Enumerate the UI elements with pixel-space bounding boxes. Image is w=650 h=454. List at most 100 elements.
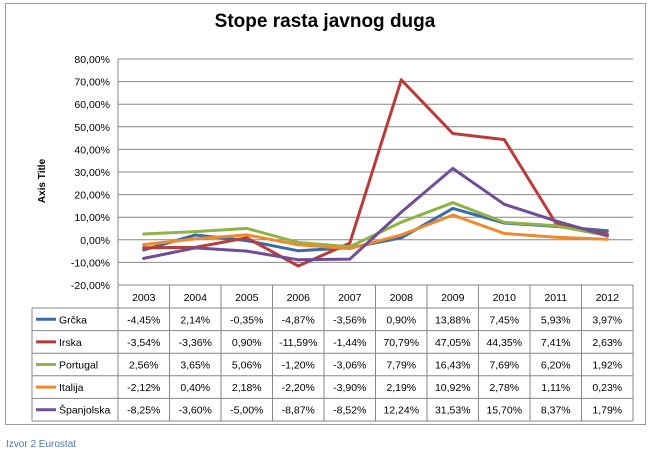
data-point [399,210,403,214]
y-tick-label: 50,00% [74,122,110,134]
data-label: -3,36% [179,337,212,349]
y-tick-label: 80,00% [74,54,110,66]
data-label: 7,79% [386,360,416,372]
data-point [296,258,300,262]
data-label: 0,90% [386,314,416,326]
data-point [296,243,300,247]
year-header: 2007 [338,292,362,304]
year-header: 2011 [544,292,567,304]
year-header: 2005 [235,292,259,304]
y-tick-label: 60,00% [74,99,110,111]
data-point [502,202,506,206]
y-tick-label: 0,00% [80,235,110,247]
data-point [605,229,609,233]
series-name: Irska [59,337,82,349]
data-label: -3,06% [333,360,366,372]
data-label: 0,23% [592,382,622,394]
data-label: 70,79% [383,337,419,349]
data-label: 12,24% [383,405,419,417]
data-label: -11,59% [279,337,317,349]
data-point [554,235,558,239]
data-label: 2,18% [232,382,262,394]
data-label: 0,90% [232,337,262,349]
data-label: 15,70% [486,405,522,417]
data-point [296,249,300,253]
year-header: 2010 [493,292,517,304]
data-label: -4,45% [127,314,160,326]
year-header: 2004 [184,292,208,304]
data-label: -0,35% [230,314,263,326]
data-point [554,224,558,228]
year-header: 2012 [596,292,620,304]
data-point [502,138,506,142]
series-name: Portugal [59,360,98,372]
data-point [142,243,146,247]
data-label: 5,06% [232,360,262,372]
data-label: 1,11% [541,382,570,394]
data-label: 7,45% [489,314,519,326]
data-label: 6,20% [541,360,571,372]
data-label: -5,00% [230,405,263,417]
data-point [142,232,146,236]
data-point [245,226,249,230]
data-table: 2003 2004 2005 2006 2007 2008 2009 2010 2011 2012… [31,284,634,422]
data-label: 8,37% [541,405,571,417]
data-label: -4,87% [282,314,315,326]
series-line-irska [142,78,609,268]
y-tick-label: -20,00% [71,280,110,292]
y-tick-label: 10,00% [74,212,110,224]
data-label: 7,69% [489,360,519,372]
year-header: 2009 [441,292,465,304]
data-label: 0,40% [180,382,210,394]
y-tick-label: 40,00% [74,144,110,156]
y-tick-label: 30,00% [74,167,110,179]
data-label: -3,56% [333,314,366,326]
data-label: -3,60% [179,405,212,417]
data-point [451,206,455,210]
data-label: 7,41% [541,337,571,349]
data-point [554,219,558,223]
data-point [451,201,455,205]
series-line-italija [142,213,609,251]
data-label: 16,43% [435,360,471,372]
data-point [348,257,352,261]
data-label: -8,25% [127,405,160,417]
data-label: -8,87% [282,405,315,417]
series-line-španjolska [142,167,609,262]
series-lines [142,78,609,268]
data-label: 1,79% [592,405,622,417]
data-point [193,230,197,234]
data-point [245,236,249,240]
y-tick-label: -10,00% [71,257,110,269]
data-point [348,241,352,245]
data-label: 47,05% [435,337,471,349]
series-name: Španjolska [59,404,111,417]
data-point [502,232,506,236]
chart-title: Stope rasta javnog duga [214,11,436,32]
data-point [245,233,249,237]
y-tick-label: 70,00% [74,77,110,89]
data-label: 2,19% [386,382,416,394]
data-label: 10,92% [435,382,471,394]
data-point [399,78,403,82]
data-point [451,213,455,217]
data-label: 31,53% [435,405,471,417]
series-name: Grčka [59,314,87,326]
data-point [451,167,455,171]
data-point [193,233,197,237]
data-point [451,131,455,135]
data-point [193,246,197,250]
data-label: -2,12% [127,382,160,394]
data-label: 3,97% [592,314,622,326]
year-header: 2006 [287,292,311,304]
data-point [193,237,197,241]
data-point [245,249,249,253]
data-label: -8,52% [333,405,366,417]
source-note[interactable]: Izvor 2 Eurostat [6,439,77,450]
data-label: 1,92% [592,360,622,372]
gridlines [117,58,633,286]
data-point [399,236,403,240]
data-label: 2,14% [180,314,210,326]
data-point [296,264,300,268]
